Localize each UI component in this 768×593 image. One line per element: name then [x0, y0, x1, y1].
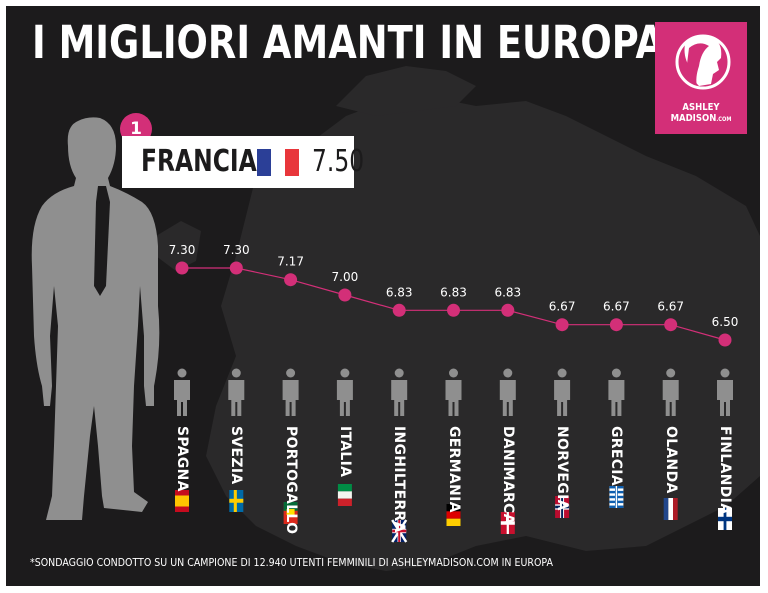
data-label: 7.17: [277, 255, 304, 269]
person-icon: [228, 368, 245, 416]
france-flag-icon: [257, 149, 299, 176]
category-label: ITALIA: [336, 426, 353, 478]
data-label: 6.50: [712, 315, 739, 329]
winner-panel: FRANCIA 7.50: [122, 136, 364, 188]
category-label: SPAGNA: [174, 426, 190, 492]
data-point: [718, 333, 732, 347]
category-label: OLANDA: [662, 426, 679, 494]
spain-flag-icon: [175, 490, 189, 512]
category-label: FINLANDIA: [717, 426, 733, 515]
winner-country: FRANCIA: [141, 144, 257, 179]
category-label: GERMANIA: [445, 426, 462, 513]
portugal-flag-icon: [283, 502, 298, 524]
category-label: DANIMARCA: [499, 426, 516, 525]
category-label: GRECIA: [608, 426, 625, 486]
category-label: PORTOGALLO: [282, 426, 299, 535]
ashley-madison-logo: ASHLEY MADISON.COM: [655, 22, 747, 134]
footnote: *SONDAGGIO CONDOTTO SU UN CAMPIONE DI 12…: [30, 556, 553, 569]
data-label: 6.67: [603, 300, 630, 314]
netherlands-flag-icon: [663, 498, 678, 520]
europe-map-background: [156, 66, 760, 571]
logo-line1: ASHLEY: [682, 102, 720, 113]
data-point: [338, 288, 352, 302]
page-title: I MIGLIORI AMANTI IN EUROPA: [32, 16, 665, 69]
data-label: 7.30: [223, 243, 250, 257]
person-icon: [662, 368, 679, 416]
person-icon: [554, 368, 571, 416]
person-icon: [391, 368, 408, 416]
data-label: 6.83: [440, 285, 467, 299]
data-point: [609, 318, 623, 332]
data-label: 6.83: [386, 285, 413, 299]
data-point: [229, 261, 243, 275]
person-icon: [499, 368, 516, 416]
person-icon: [336, 368, 353, 416]
person-icon: [608, 368, 625, 416]
person-icon: [174, 368, 190, 416]
data-label: 7.30: [169, 243, 196, 257]
category-label: INGHILTERRA: [391, 426, 408, 533]
logo-line2: MADISON.COM: [670, 113, 732, 124]
uk-flag-icon: [391, 519, 408, 543]
data-point: [664, 318, 678, 332]
germany-flag-icon: [446, 504, 461, 526]
sweden-flag-icon: [229, 490, 244, 512]
category-label: SVEZIA: [228, 426, 245, 485]
greece-flag-icon: [609, 486, 624, 508]
data-point: [175, 261, 189, 275]
person-icon: [717, 368, 733, 416]
data-point: [392, 303, 406, 317]
data-label: 6.67: [657, 300, 684, 314]
ranking-chart: 7.30 7.30 7.17 7.00 6.83 6.83 6.83 6.67 6.67 6.67…: [169, 243, 739, 543]
data-point: [555, 318, 569, 332]
woman-silhouette-icon: [675, 34, 731, 90]
denmark-flag-icon: [500, 512, 515, 534]
data-label: 6.67: [549, 300, 576, 314]
italy-flag-icon: [337, 484, 352, 506]
data-label: 6.83: [494, 285, 521, 299]
finland-flag-icon: [718, 508, 732, 530]
data-point: [501, 303, 515, 317]
person-icon: [282, 368, 299, 416]
infographic: I MIGLIORI AMANTI IN EUROPA ASHLEY MADIS…: [6, 6, 760, 586]
data-label: 7.00: [332, 270, 359, 284]
winner-value: 7.50: [312, 144, 365, 179]
norway-flag-icon: [555, 496, 570, 518]
businessman-silhouette: [31, 117, 160, 520]
person-icon: [445, 368, 462, 416]
logo-wordmark: ASHLEY MADISON.COM: [662, 102, 740, 125]
category-label: NORVEGIA: [554, 426, 571, 511]
data-point: [447, 303, 460, 317]
data-point: [284, 273, 298, 287]
